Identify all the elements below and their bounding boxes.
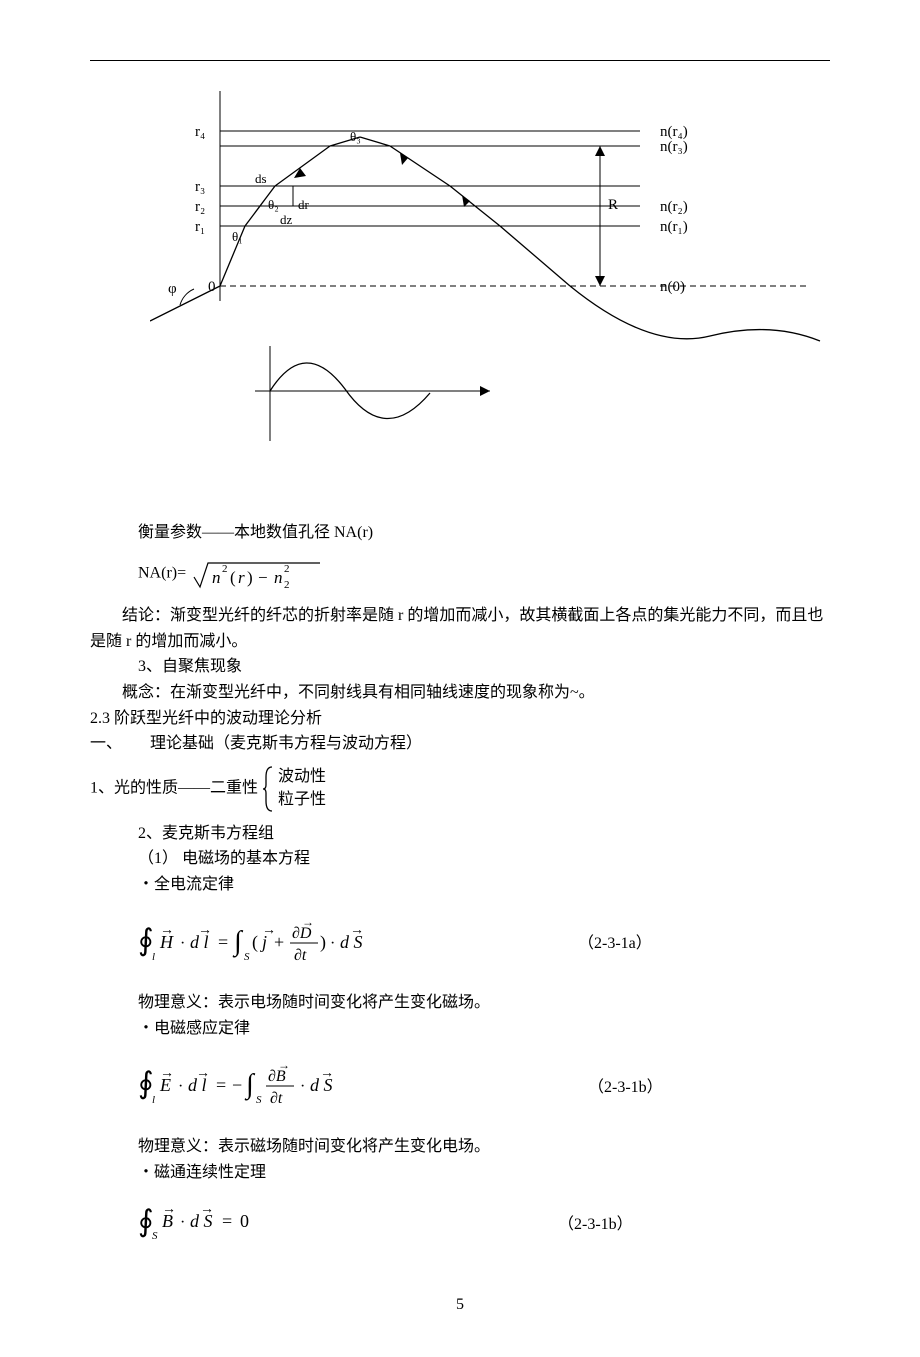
eq2-number: （2-3-1b） <box>588 1075 663 1101</box>
header-rule <box>90 60 830 61</box>
label-origin: 0 <box>208 279 216 295</box>
svg-text:→: → <box>320 1066 334 1081</box>
conclusion-text: 结论：渐变型光纤的纤芯的折射率是随 r 的增加而减小，故其横截面上各点的集光能力… <box>90 603 830 654</box>
maxwell-heading: 2、麦克斯韦方程组 <box>138 821 830 847</box>
svg-text:→: → <box>160 923 174 938</box>
svg-text:S: S <box>256 1094 262 1106</box>
svg-text:l: l <box>152 1094 155 1106</box>
phys-meaning-1: 物理意义：表示电场随时间变化将产生变化磁场。 <box>138 990 830 1016</box>
label-r4: r₄ <box>195 124 205 140</box>
svg-text:0: 0 <box>240 1211 249 1231</box>
label-nr3: n(r₃) <box>660 139 688 155</box>
section-one-row: 一、 理论基础（麦克斯韦方程与波动方程） <box>90 731 830 757</box>
svg-text:+: + <box>274 932 284 952</box>
svg-text:∫: ∫ <box>232 926 244 958</box>
svg-text:·: · <box>178 1078 183 1095</box>
svg-text:→: → <box>160 1066 174 1081</box>
light-nature-prefix: 1、光的性质——二重性 <box>90 779 258 796</box>
svg-text:=: = <box>222 1211 232 1231</box>
label-nr2: n(r₂) <box>660 199 688 215</box>
svg-text:(: ( <box>230 568 236 587</box>
svg-text:→: → <box>196 1066 210 1081</box>
label-n0: n(0) <box>660 279 685 295</box>
item-3: 3、自聚焦现象 <box>138 654 830 680</box>
svg-text:S: S <box>244 951 250 963</box>
na-equation: NA(r)= n 2 ( r ) − n 2 2 <box>138 557 830 591</box>
label-nr1: n(r₁) <box>660 219 688 235</box>
svg-text:n: n <box>274 568 283 587</box>
section-one-num: 一、 <box>90 735 122 752</box>
label-theta1: θ₁ <box>232 229 243 244</box>
flux-continuity: ・磁通连续性定理 <box>138 1160 830 1186</box>
label-theta3: θ₃ <box>350 129 361 144</box>
brace-icon <box>262 765 276 813</box>
svg-text:→: → <box>200 1202 214 1217</box>
svg-text:2: 2 <box>284 563 290 575</box>
svg-text:·: · <box>330 935 335 952</box>
eq1-number: （2-3-1a） <box>578 931 652 957</box>
em-basic: （1） 电磁场的基本方程 <box>138 846 830 872</box>
label-r2: r₂ <box>195 199 205 215</box>
section-one-title: 理论基础（麦克斯韦方程与波动方程） <box>150 735 422 752</box>
label-dz: dz <box>280 212 293 227</box>
svg-text:2: 2 <box>222 563 228 575</box>
svg-text:·: · <box>180 1214 185 1231</box>
svg-text:∂t: ∂t <box>270 1090 283 1107</box>
svg-text:(: ( <box>252 932 258 953</box>
label-dr: dr <box>298 197 310 212</box>
svg-text:→: → <box>302 915 314 929</box>
svg-text:l: l <box>152 951 155 963</box>
label-r1: r₁ <box>195 219 205 235</box>
param-intro: 衡量参数——本地数值孔径 NA(r) <box>138 520 830 546</box>
equation-2-3-1b-flux: ∮ S B → · d S → = 0 （2-3-1b） <box>138 1197 830 1252</box>
label-theta2: θ₂ <box>268 197 279 212</box>
svg-text:→: → <box>278 1058 290 1072</box>
equation-2-3-1b: ∮ l E → · d l → = − ∫ S ∂B → ∂t · d S → … <box>138 1053 830 1122</box>
svg-text:n: n <box>212 568 221 587</box>
section-2-3: 2.3 阶跃型光纤中的波动理论分析 <box>90 706 830 732</box>
svg-text:∫: ∫ <box>244 1069 256 1101</box>
label-phi: φ <box>168 281 177 297</box>
svg-text:→: → <box>198 923 212 938</box>
svg-text:→: → <box>162 1202 176 1217</box>
eq3-number: （2-3-1b） <box>558 1212 633 1238</box>
svg-text:S: S <box>152 1230 158 1242</box>
em-induction-law: ・电磁感应定律 <box>138 1016 830 1042</box>
concept-text: 概念：在渐变型光纤中，不同射线具有相同轴线速度的现象称为~。 <box>122 680 830 706</box>
svg-text:−: − <box>258 568 268 587</box>
svg-text:∂t: ∂t <box>294 947 307 964</box>
na-prefix: NA(r)= <box>138 565 186 582</box>
svg-text:=: = <box>216 1075 226 1095</box>
page-number: 5 <box>90 1292 830 1318</box>
full-current-law: ・全电流定律 <box>138 872 830 898</box>
label-R: R <box>608 197 618 213</box>
ray-propagation-diagram: r₄ r₃ r₂ r₁ n(r₄) n(r₃) n(r₂) n(r₁) n(0)… <box>150 91 830 500</box>
label-nr4: n(r₄) <box>660 124 688 140</box>
svg-text:2: 2 <box>284 579 290 591</box>
duality-particle: 粒子性 <box>278 789 326 811</box>
duality-wave: 波动性 <box>278 766 326 788</box>
svg-text:r: r <box>238 568 245 587</box>
svg-text:=: = <box>218 932 228 952</box>
label-r3: r₃ <box>195 179 205 195</box>
svg-text:→: → <box>350 923 364 938</box>
svg-text:·: · <box>300 1078 305 1095</box>
svg-text:): ) <box>320 932 326 953</box>
label-ds: ds <box>255 171 267 186</box>
svg-text:·: · <box>180 935 185 952</box>
light-nature-row: 1、光的性质——二重性 波动性 粒子性 <box>90 765 830 813</box>
svg-text:−: − <box>232 1075 242 1095</box>
svg-text:): ) <box>247 568 253 587</box>
equation-2-3-1a: ∮ l H → · d l → = ∫ S ( j → + ∂D → ∂t ) … <box>138 910 830 979</box>
phys-meaning-2: 物理意义：表示磁场随时间变化将产生变化电场。 <box>138 1134 830 1160</box>
